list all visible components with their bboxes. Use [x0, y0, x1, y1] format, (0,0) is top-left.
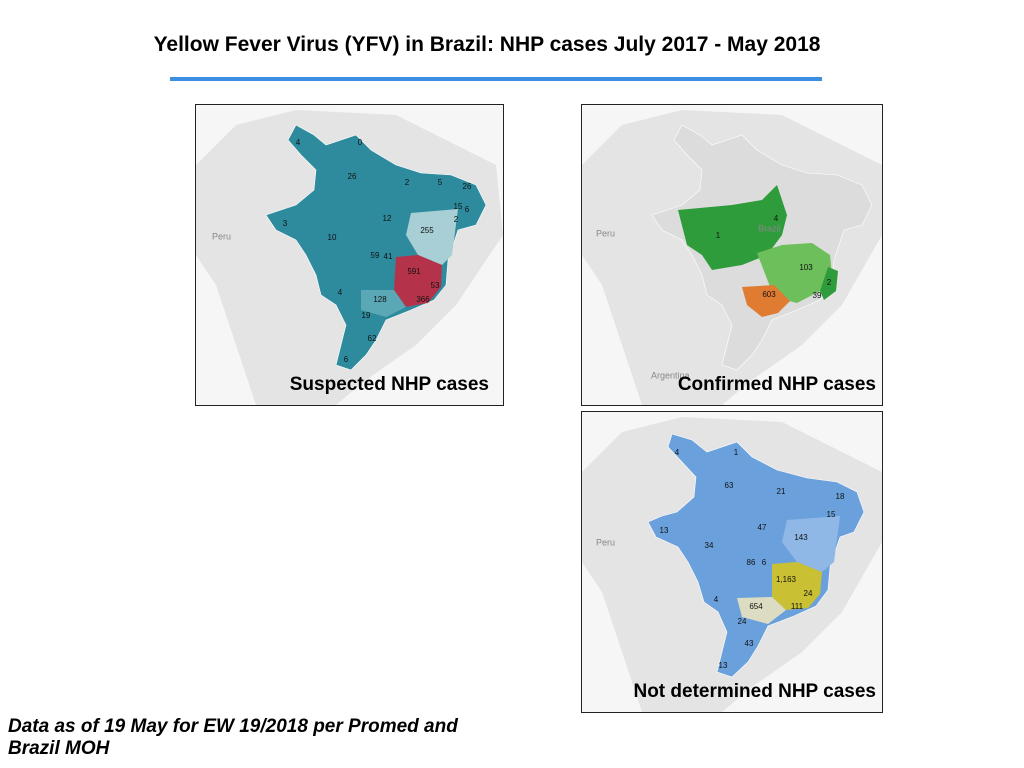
region-count: 654 [749, 602, 763, 611]
region-count: 6 [465, 205, 470, 214]
region-count: 255 [420, 226, 434, 235]
region-count: 43 [745, 639, 754, 648]
region-count: 1 [716, 231, 721, 240]
region-count: 103 [799, 263, 813, 272]
title-rule [170, 77, 822, 81]
region-count: 5 [438, 178, 443, 187]
region-count: 2 [405, 178, 410, 187]
region-count: 86 [747, 558, 756, 567]
region-count: 63 [725, 481, 734, 490]
slide-title: Yellow Fever Virus (YFV) in Brazil: NHP … [153, 33, 821, 56]
region-count: 111 [791, 602, 804, 611]
state-region [772, 562, 822, 610]
region-count: 6 [762, 558, 767, 567]
region-count: 15 [827, 510, 836, 519]
state-region [678, 185, 787, 270]
state-region [820, 267, 838, 300]
brazil [647, 433, 865, 678]
brazil [265, 124, 487, 371]
region-count: 34 [705, 541, 714, 550]
panel-caption: Confirmed NHP cases [678, 374, 876, 395]
panel-caption: Not determined NHP cases [633, 681, 876, 702]
region-count: 128 [373, 295, 387, 304]
region-count: 1,163 [776, 575, 797, 584]
region-count: 13 [660, 526, 669, 535]
state-region [742, 285, 790, 317]
place-label: Peru [596, 228, 615, 238]
region-count: 26 [463, 182, 472, 191]
place-label: Peru [596, 537, 615, 547]
region-count: 12 [383, 214, 392, 223]
region-count: 15 [454, 202, 463, 211]
region-count: 2 [454, 215, 459, 224]
region-count: 21 [777, 487, 786, 496]
region-count: 59 [371, 251, 380, 260]
region-count: 53 [431, 281, 440, 290]
region-count: 0 [358, 138, 363, 147]
region-count: 603 [762, 290, 776, 299]
region-count: 4 [296, 138, 301, 147]
state-region [782, 516, 840, 572]
region-count: 39 [813, 291, 822, 300]
region-count: 18 [836, 492, 845, 501]
map-panel: Peru 4 0 26 2 5 26 15 6 2 3 12 255 10 59 41 591 53 4 128 366… [195, 104, 504, 406]
region-count: 591 [407, 267, 421, 276]
region-count: 62 [368, 334, 377, 343]
panel-caption: Suspected NHP cases [290, 374, 489, 395]
place-label: Brazil [758, 223, 781, 233]
region-count: 19 [362, 311, 371, 320]
region-count: 4 [675, 448, 680, 457]
region-count: 13 [719, 661, 728, 670]
region-count: 26 [348, 172, 357, 181]
map-panel: Peru Argentina Brazil 4 1 103 2 603 39 Confirmed … [581, 104, 883, 406]
region-count: 4 [714, 595, 719, 604]
state-region [406, 209, 458, 265]
state-region [737, 597, 786, 624]
region-count: 41 [384, 252, 393, 261]
map-panel: Peru 4 1 63 21 18 15 13 47 34 143 86 6 1,163 24 4 654 111… [581, 411, 883, 713]
region-count: 24 [804, 589, 813, 598]
region-count: 10 [328, 233, 337, 242]
place-label: Peru [212, 231, 231, 241]
state-region [361, 290, 406, 317]
region-count: 6 [344, 355, 349, 364]
region-count: 1 [734, 448, 739, 457]
region-count: 24 [738, 617, 747, 626]
state-region [394, 255, 442, 307]
region-count: 3 [283, 219, 288, 228]
region-count: 4 [338, 288, 343, 297]
region-count: 143 [794, 533, 808, 542]
region-count: 47 [758, 523, 767, 532]
place-label: Argentina [651, 370, 690, 380]
region-count: 366 [416, 295, 430, 304]
region-count: 4 [774, 214, 779, 223]
footnote: Data as of 19 May for EW 19/2018 per Pro… [8, 716, 458, 759]
region-count: 2 [827, 278, 832, 287]
